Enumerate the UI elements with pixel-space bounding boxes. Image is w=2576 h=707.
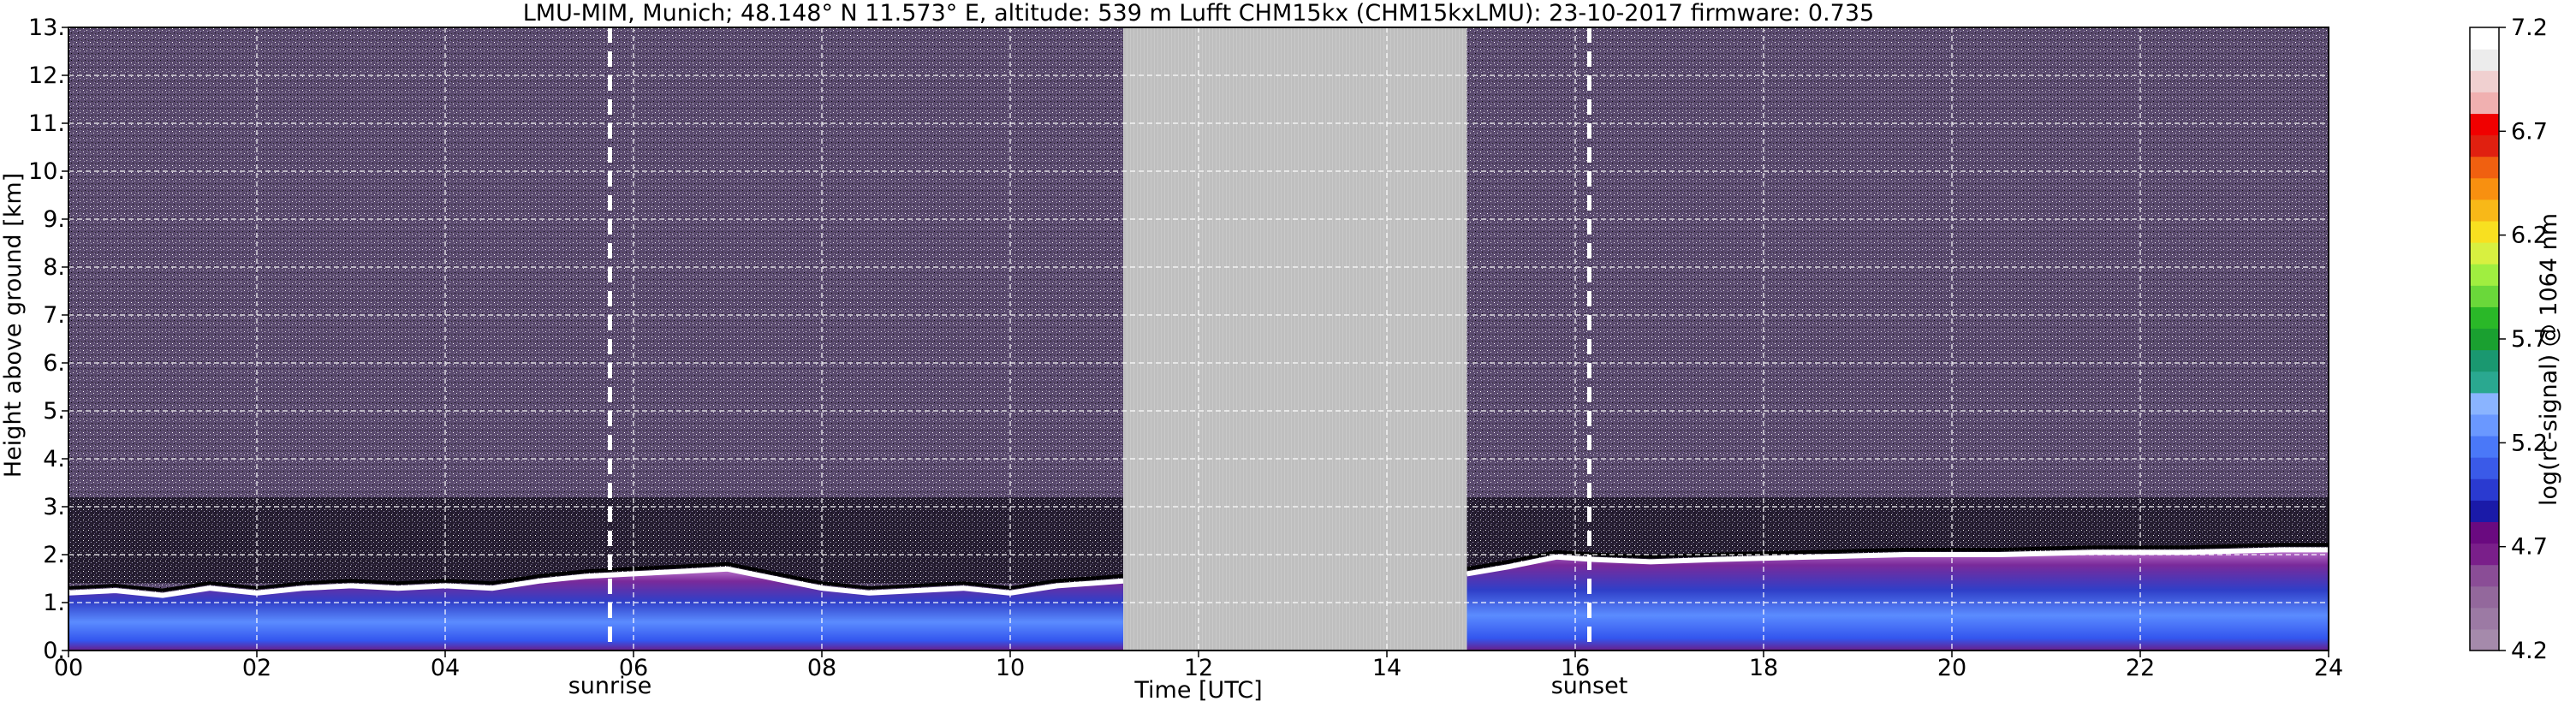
colorbar-tick-label: 4.2 <box>2511 638 2548 664</box>
x-tick-label: 06 <box>619 655 648 681</box>
y-tick-label: 2. <box>43 542 65 568</box>
colorbar-segment <box>2470 264 2499 286</box>
colorbar-segment <box>2470 435 2499 458</box>
y-tick-label: 1. <box>43 590 65 616</box>
colorbar-tick-label: 4.7 <box>2511 534 2548 561</box>
colorbar-segment <box>2470 628 2499 651</box>
colorbar: 4.2 4.7 5.2 5.7 6.2 6.7 7.2 <box>2469 15 2548 664</box>
x-tick-label: 14 <box>1372 655 1401 681</box>
colorbar-segment <box>2470 92 2499 115</box>
colorbar-segment <box>2470 478 2499 501</box>
colorbar-tick-label: 5.2 <box>2511 430 2548 456</box>
colorbar-segment <box>2470 242 2499 264</box>
layer-top-black <box>68 561 1124 592</box>
colorbar-segment <box>2470 199 2499 222</box>
x-tick-label: 00 <box>54 655 83 681</box>
y-tick-label: 0. <box>43 638 65 664</box>
colorbar-segment <box>2470 49 2499 71</box>
colorbar-segment <box>2470 306 2499 330</box>
y-tick-label: 13. <box>28 15 65 41</box>
grid-lines <box>68 27 2329 651</box>
missing-data-region <box>1123 27 1467 651</box>
y-tick-label: 10. <box>28 158 65 185</box>
x-tick-label: 20 <box>1937 655 1966 681</box>
event-label-sunset: sunset <box>1551 673 1628 699</box>
aerosol-layer <box>1466 550 2329 651</box>
y-tick-label: 3. <box>43 494 65 520</box>
y-tick-label: 4. <box>43 446 65 472</box>
colorbar-tick-label: 6.2 <box>2511 223 2548 249</box>
colorbar-label: log(rc-signal) @ 1064 nm <box>2536 213 2562 506</box>
aerosol-layer <box>68 568 1123 651</box>
y-tick-label: 5. <box>43 398 65 425</box>
x-tick-label: 16 <box>1561 655 1590 681</box>
x-tick-label: 02 <box>242 655 271 681</box>
event-lines <box>608 27 1591 651</box>
y-tick-label: 8. <box>43 254 65 281</box>
colorbar-segment <box>2470 285 2499 307</box>
x-tick-label: 24 <box>2314 655 2343 681</box>
colorbar-segment <box>2470 457 2499 479</box>
colorbar-tick-label: 7.2 <box>2511 15 2548 41</box>
boundary-layer-region <box>68 543 2329 651</box>
colorbar-segment <box>2470 113 2499 136</box>
x-tick-label: 04 <box>431 655 460 681</box>
layer-top-black <box>1466 543 2329 571</box>
colorbar-segment <box>2470 70 2499 92</box>
colorbar-segment <box>2470 543 2499 566</box>
colorbar-segment <box>2470 500 2499 522</box>
colorbar-segment <box>2470 177 2499 200</box>
colorbar-segment <box>2470 156 2499 179</box>
missing-data-block <box>1123 27 1467 651</box>
colorbar-segment <box>2470 328 2499 351</box>
colorbar-segment <box>2470 607 2499 630</box>
colorbar-segment <box>2470 220 2499 243</box>
x-axis-ticks: sunrise sunset 00 02 04 06 08 10 12 14 16 18 20 22 24 <box>54 651 2343 699</box>
layer-top-white <box>68 566 1124 598</box>
y-tick-label: 6. <box>43 350 65 377</box>
event-label-sunrise: sunrise <box>568 673 652 699</box>
colorbar-segment <box>2470 564 2499 587</box>
colorbar-segment <box>2470 521 2499 544</box>
x-tick-label: 08 <box>807 655 836 681</box>
colorbar-tick-label: 5.7 <box>2511 326 2548 353</box>
y-tick-label: 9. <box>43 206 65 233</box>
colorbar-segment <box>2470 134 2499 157</box>
x-axis-label: Time [UTC] <box>1133 677 1262 704</box>
colorbar-tick-label: 6.7 <box>2511 118 2548 145</box>
x-tick-label: 12 <box>1184 655 1213 681</box>
y-tick-label: 11. <box>28 110 65 137</box>
colorbar-segment <box>2470 413 2499 437</box>
x-tick-label: 18 <box>1749 655 1778 681</box>
y-axis-label: Height above ground [km] <box>0 173 27 478</box>
colorbar-segment <box>2470 392 2499 415</box>
y-tick-label: 12. <box>28 62 65 89</box>
colorbar-segment <box>2470 585 2499 609</box>
layer-top-white <box>1466 547 2329 577</box>
colorbar-segment <box>2470 349 2499 372</box>
y-axis-ticks: 0. 1. 2. 3. 4. 5. 6. 7. 8. 9. 10. 11. 12. 13. <box>28 15 68 664</box>
colorbar-segment <box>2470 27 2499 50</box>
chart-title: LMU-MIM, Munich; 48.148° N 11.573° E, al… <box>523 0 1874 27</box>
y-tick-label: 7. <box>43 302 65 329</box>
colorbar-segment <box>2470 371 2499 394</box>
x-tick-label: 22 <box>2126 655 2155 681</box>
x-tick-label: 10 <box>996 655 1025 681</box>
